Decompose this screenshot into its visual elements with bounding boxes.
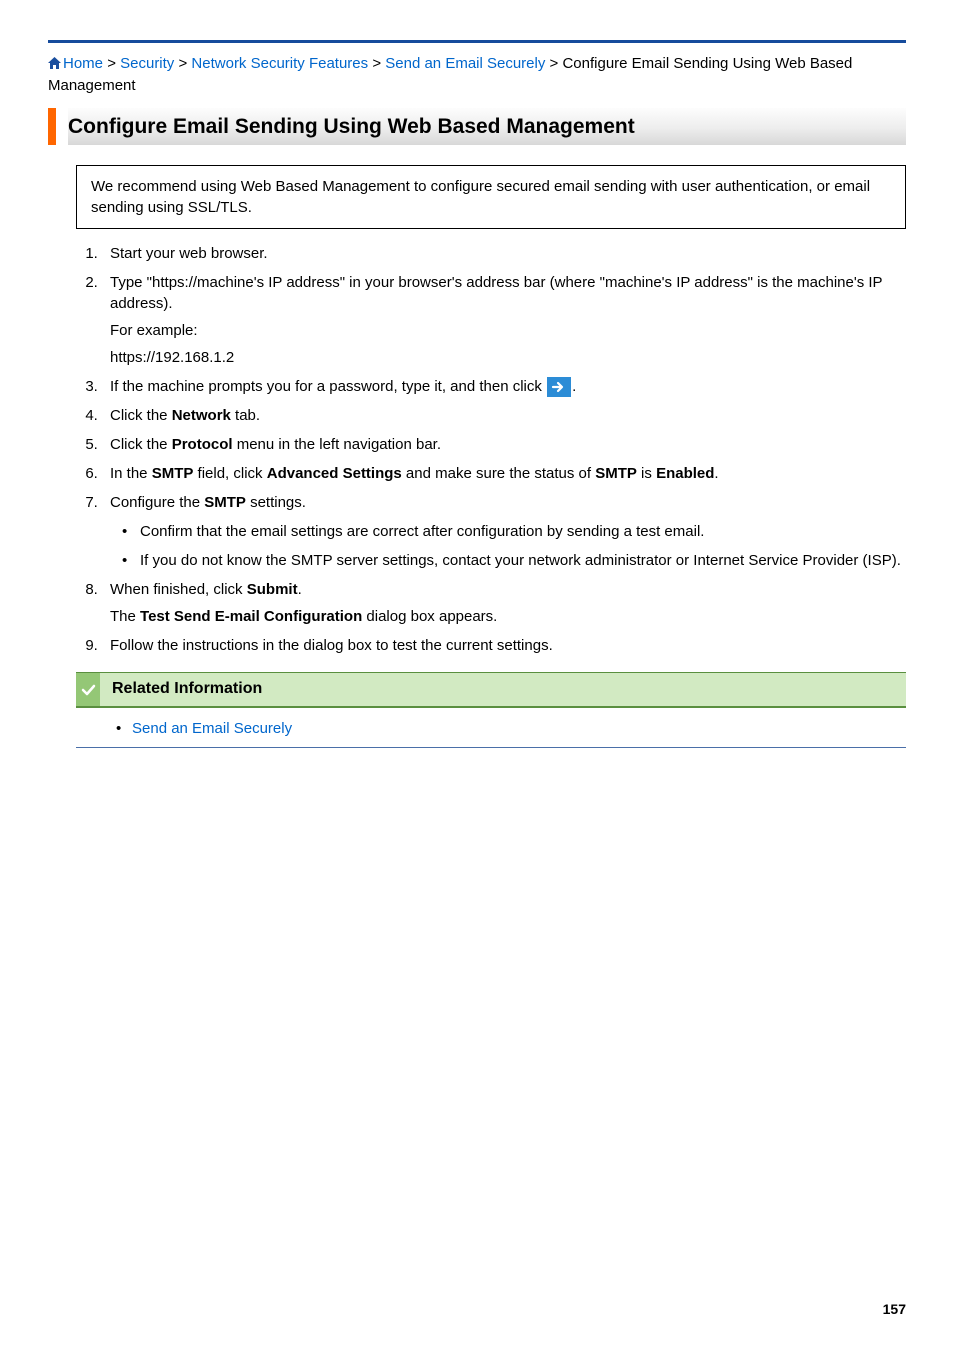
step-sub: The Test Send E-mail Configuration dialo… bbox=[110, 606, 906, 627]
step-bold: SMTP bbox=[204, 494, 246, 511]
step-4: Click the Network tab. bbox=[102, 405, 906, 426]
breadcrumb: Home > Security > Network Security Featu… bbox=[48, 53, 906, 96]
step-text: . bbox=[572, 378, 576, 395]
page-title: Configure Email Sending Using Web Based … bbox=[68, 108, 906, 145]
step-text: field, click bbox=[193, 465, 266, 482]
step-text: settings. bbox=[246, 494, 306, 511]
step-text: is bbox=[637, 465, 656, 482]
step-text: When finished, click bbox=[110, 581, 247, 598]
step-text: The bbox=[110, 608, 140, 625]
step-text: tab. bbox=[231, 407, 260, 424]
related-link-send-email[interactable]: Send an Email Securely bbox=[132, 720, 292, 737]
breadcrumb-link-network-security[interactable]: Network Security Features bbox=[191, 55, 368, 72]
step-bold: Network bbox=[172, 407, 231, 424]
list-item: Confirm that the email settings are corr… bbox=[122, 521, 906, 542]
page-heading-row: Configure Email Sending Using Web Based … bbox=[48, 108, 906, 145]
related-info-header: Related Information bbox=[76, 672, 906, 707]
step-text: If the machine prompts you for a passwor… bbox=[110, 378, 546, 395]
page-number: 157 bbox=[883, 1300, 906, 1320]
step-3: If the machine prompts you for a passwor… bbox=[102, 376, 906, 397]
breadcrumb-sep: > bbox=[372, 55, 385, 72]
related-info-list: Send an Email Securely bbox=[76, 718, 906, 739]
breadcrumb-link-send-email[interactable]: Send an Email Securely bbox=[385, 55, 545, 72]
breadcrumb-home[interactable]: Home bbox=[63, 55, 103, 72]
step-text: For example: bbox=[110, 320, 906, 341]
step-text: menu in the left navigation bar. bbox=[233, 436, 441, 453]
step-text: dialog box appears. bbox=[362, 608, 497, 625]
step-text: Click the bbox=[110, 436, 172, 453]
step-text: Type "https://machine's IP address" in y… bbox=[110, 274, 882, 312]
top-rule bbox=[48, 40, 906, 43]
home-icon bbox=[48, 54, 61, 75]
step-bold: Protocol bbox=[172, 436, 233, 453]
step-bold: Enabled bbox=[656, 465, 714, 482]
step-bold: Advanced Settings bbox=[267, 465, 402, 482]
intro-note-box: We recommend using Web Based Management … bbox=[76, 165, 906, 229]
step-text: . bbox=[714, 465, 718, 482]
submit-arrow-icon bbox=[547, 377, 571, 397]
step-8: When finished, click Submit. The Test Se… bbox=[102, 579, 906, 627]
breadcrumb-sep: > bbox=[107, 55, 120, 72]
list-item: Send an Email Securely bbox=[116, 718, 906, 739]
step-bold: SMTP bbox=[595, 465, 637, 482]
related-info-title: Related Information bbox=[100, 673, 906, 705]
step-bold: Submit bbox=[247, 581, 298, 598]
step-2: Type "https://machine's IP address" in y… bbox=[102, 272, 906, 368]
step-text: In the bbox=[110, 465, 152, 482]
list-item: If you do not know the SMTP server setti… bbox=[122, 550, 906, 571]
step-bold: SMTP bbox=[152, 465, 194, 482]
bottom-rule bbox=[76, 747, 906, 748]
step-9: Follow the instructions in the dialog bo… bbox=[102, 635, 906, 656]
step-text: . bbox=[298, 581, 302, 598]
step-1: Start your web browser. bbox=[102, 243, 906, 264]
step-bold: Test Send E-mail Configuration bbox=[140, 608, 362, 625]
breadcrumb-link-security[interactable]: Security bbox=[120, 55, 174, 72]
steps-list: Start your web browser. Type "https://ma… bbox=[76, 243, 906, 656]
sub-bullets: Confirm that the email settings are corr… bbox=[110, 521, 906, 571]
heading-accent-bar bbox=[48, 108, 56, 145]
step-text: and make sure the status of bbox=[402, 465, 595, 482]
step-text: Configure the bbox=[110, 494, 204, 511]
step-7: Configure the SMTP settings. Confirm tha… bbox=[102, 492, 906, 571]
check-icon bbox=[76, 673, 100, 705]
step-text: Click the bbox=[110, 407, 172, 424]
step-text: https://192.168.1.2 bbox=[110, 347, 906, 368]
step-6: In the SMTP field, click Advanced Settin… bbox=[102, 463, 906, 484]
breadcrumb-sep: > bbox=[178, 55, 191, 72]
step-5: Click the Protocol menu in the left navi… bbox=[102, 434, 906, 455]
breadcrumb-sep: > bbox=[550, 55, 563, 72]
